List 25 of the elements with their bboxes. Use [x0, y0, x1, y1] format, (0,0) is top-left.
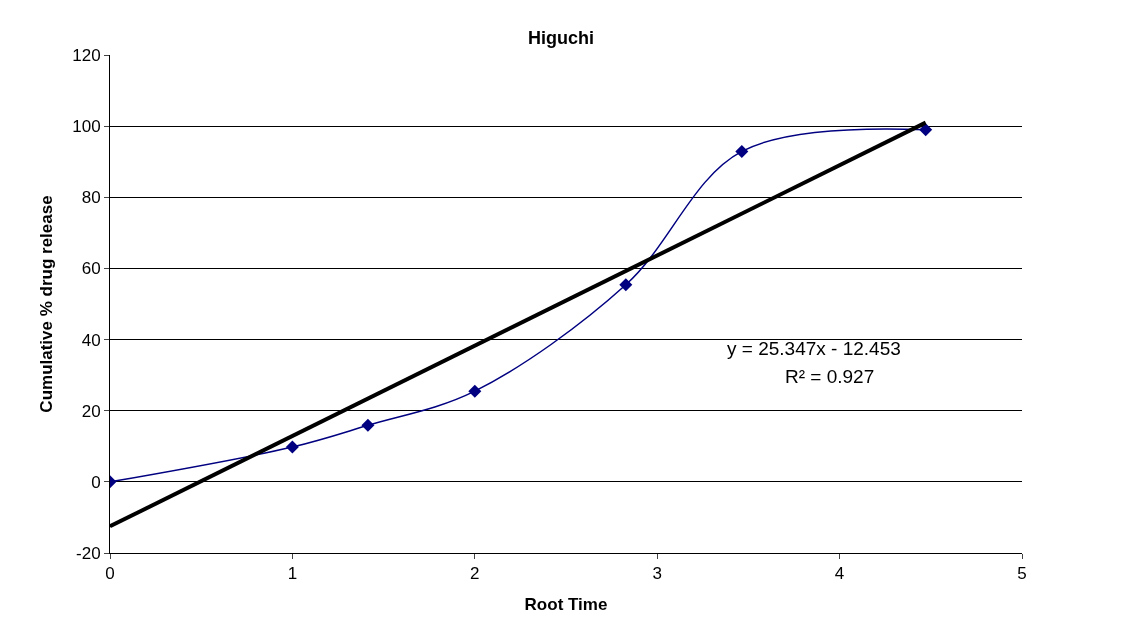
x-tick-label: 5	[1017, 564, 1027, 584]
x-axis-title: Root Time	[524, 594, 608, 614]
point	[919, 123, 933, 137]
y-tick-label: 20	[81, 401, 101, 421]
x-tick-label: 4	[834, 564, 845, 584]
chart-title: Higuchi	[528, 27, 594, 48]
y-tick-label: 60	[81, 259, 101, 279]
y-tick-label: 120	[72, 45, 101, 65]
y-tick-label: -20	[76, 543, 101, 563]
x-tick-label: 1	[287, 564, 298, 584]
y-axis-title: Cumulative % drug release	[36, 195, 56, 413]
x-tick-label: 3	[652, 564, 662, 584]
point	[735, 144, 749, 158]
annotation: R² = 0.927	[785, 366, 875, 387]
y-tick-label: 40	[81, 330, 101, 350]
point	[619, 278, 633, 292]
point	[361, 418, 375, 432]
point	[285, 440, 299, 454]
annotation: y = 25.347x - 12.453	[727, 338, 901, 359]
point	[468, 384, 482, 398]
y-tick-label: 80	[81, 188, 101, 208]
y-tick-label: 100	[72, 117, 101, 137]
y-tick-label: 0	[91, 472, 101, 492]
x-tick-label: 0	[105, 564, 115, 584]
x-tick-label: 2	[470, 564, 480, 584]
